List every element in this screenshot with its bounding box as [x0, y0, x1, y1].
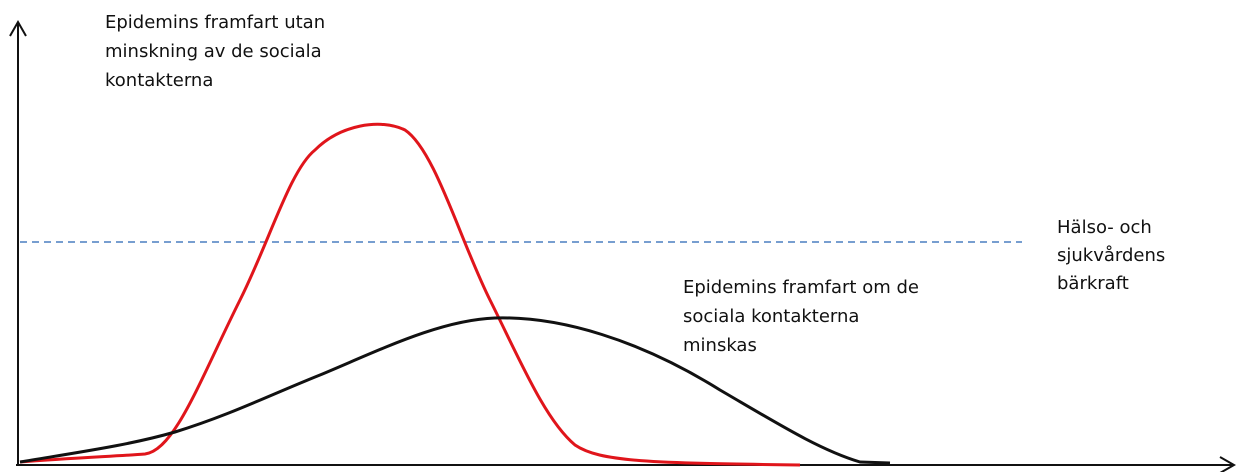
- label-line: bärkraft: [1057, 273, 1129, 294]
- label-line: kontakterna: [105, 70, 213, 91]
- label-line: minskas: [683, 335, 757, 356]
- unmitigated-curve: [19, 122, 801, 467]
- label-line: sociala kontakterna: [683, 306, 859, 327]
- capacity-label: Hälso- och sjukvårdens bärkraft: [1057, 217, 1171, 294]
- y-axis-arrow: [9, 19, 27, 37]
- unmitigated-label: Epidemins framfart utan minskning av de …: [105, 12, 331, 91]
- mitigated-curve: [19, 316, 891, 465]
- label-line: Epidemins framfart om de: [683, 277, 919, 298]
- label-line: Epidemins framfart utan: [105, 12, 325, 33]
- label-line: minskning av de sociala: [105, 41, 322, 62]
- label-line: Hälso- och: [1057, 217, 1152, 238]
- x-axis-arrow: [1219, 456, 1237, 472]
- label-line: sjukvårdens: [1057, 245, 1165, 266]
- mitigated-label: Epidemins framfart om de sociala kontakt…: [683, 277, 925, 356]
